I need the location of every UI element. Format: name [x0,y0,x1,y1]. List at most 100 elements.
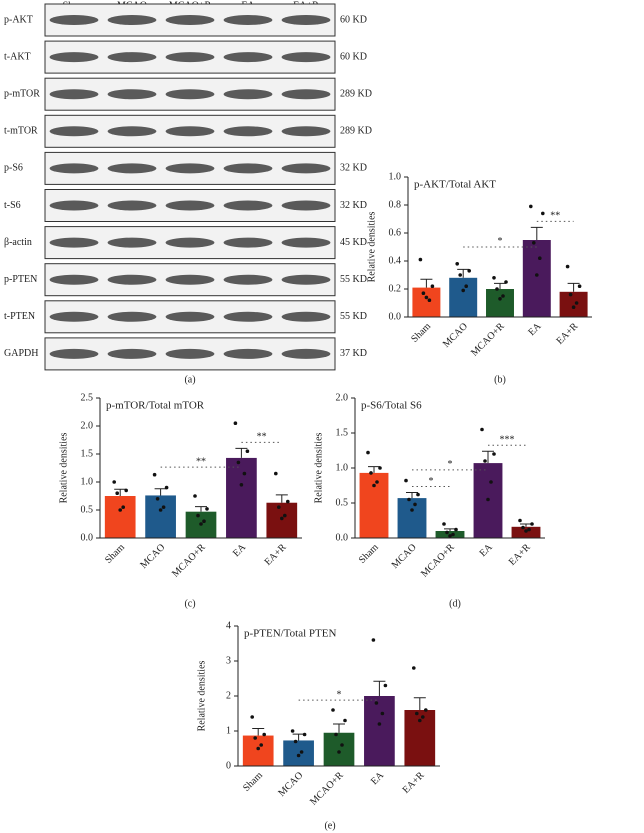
blot-band [107,163,157,174]
bar [242,735,274,766]
blot-band [107,89,157,100]
y-tick-label: 0.8 [389,199,402,210]
data-point [299,750,304,754]
data-point [369,471,373,475]
data-point [283,513,287,518]
x-tick-label: EA [526,320,544,338]
data-point [565,264,570,269]
data-point [239,483,244,487]
blot-band [165,126,215,137]
error-bar [333,723,345,733]
error-bar [114,488,127,496]
significance-label: ** [257,432,267,443]
error-bar [520,523,532,527]
data-point [277,505,281,510]
error-bar [195,506,207,512]
y-tick-label: 2.0 [81,420,94,431]
row-size: 55 KD [340,311,367,322]
blot-band [223,126,273,137]
data-point [155,497,160,501]
blot-band [49,52,99,63]
data-point [250,715,254,719]
row-size: 45 KD [340,237,367,248]
x-tick-label: Sham [409,321,433,345]
data-point [416,492,420,497]
error-bar [406,492,418,499]
bar [323,732,355,766]
error-bar [373,680,386,696]
data-point [152,472,157,477]
bar [522,240,551,317]
data-point [158,508,163,512]
data-point [205,507,209,511]
data-point [489,480,493,484]
row-size: 32 KD [340,163,367,174]
data-point [245,449,250,454]
blot-band [107,348,157,359]
data-point [202,519,206,523]
error-bar [235,447,248,458]
data-point [415,711,419,716]
blot-band [223,52,273,63]
x-tick-label: EA [478,541,496,559]
row-size: 289 KD [340,88,372,99]
x-tick-label: EA [369,769,387,787]
x-tick-label: EA+R [554,321,580,347]
significance-label: * [429,476,434,487]
data-point [334,732,338,737]
blot-band [165,52,215,63]
row-label: p-AKT [4,14,33,25]
blot-band [281,237,331,248]
row-label: t-AKT [4,51,31,62]
blot-band [223,15,273,25]
data-point [196,513,200,518]
data-point [343,718,347,723]
data-point [467,269,472,273]
data-point [253,736,257,740]
data-point [121,505,125,510]
bar [359,472,389,538]
panel-label: (a) [184,374,195,385]
data-point [492,452,496,456]
error-bar [154,488,167,496]
blot-band [165,163,215,174]
error-bar [444,528,456,531]
data-point [164,485,169,490]
y-axis-label: Relative densities [58,432,69,503]
blot-band [223,311,273,322]
data-point [199,522,203,526]
bar [412,287,441,317]
x-tick-label: MCAO+R [308,770,346,808]
significance-label: * [448,459,453,470]
y-tick-label: 0.6 [389,227,402,238]
y-tick-label: 0.4 [389,255,402,266]
y-axis-label: Relative densities [366,211,377,282]
data-point [274,471,278,476]
data-point [480,427,484,432]
y-tick-label: 0.0 [81,532,94,543]
data-point [424,708,428,712]
row-label: p-PTEN [4,274,37,285]
data-point [501,294,505,298]
data-point [454,527,458,532]
blot-band [281,52,331,63]
data-point [340,743,344,747]
blot-band [49,15,99,25]
significance-label: ** [196,456,206,467]
data-point [495,287,499,291]
y-tick-label: 0.2 [389,283,402,294]
x-tick-label: EA+R [263,542,289,568]
error-bar [494,282,506,289]
chart-title: p-S6/Total S6 [361,400,422,412]
row-label: p-S6 [4,163,23,174]
bar [145,495,176,538]
blot-band [223,274,273,285]
blot-band [281,89,331,100]
data-point [413,502,417,507]
y-axis-label: Relative densities [313,432,324,503]
row-label: β-actin [4,237,32,248]
row-label: t-mTOR [4,126,38,137]
data-point [118,508,122,512]
x-tick-label: MCAO [390,542,419,571]
